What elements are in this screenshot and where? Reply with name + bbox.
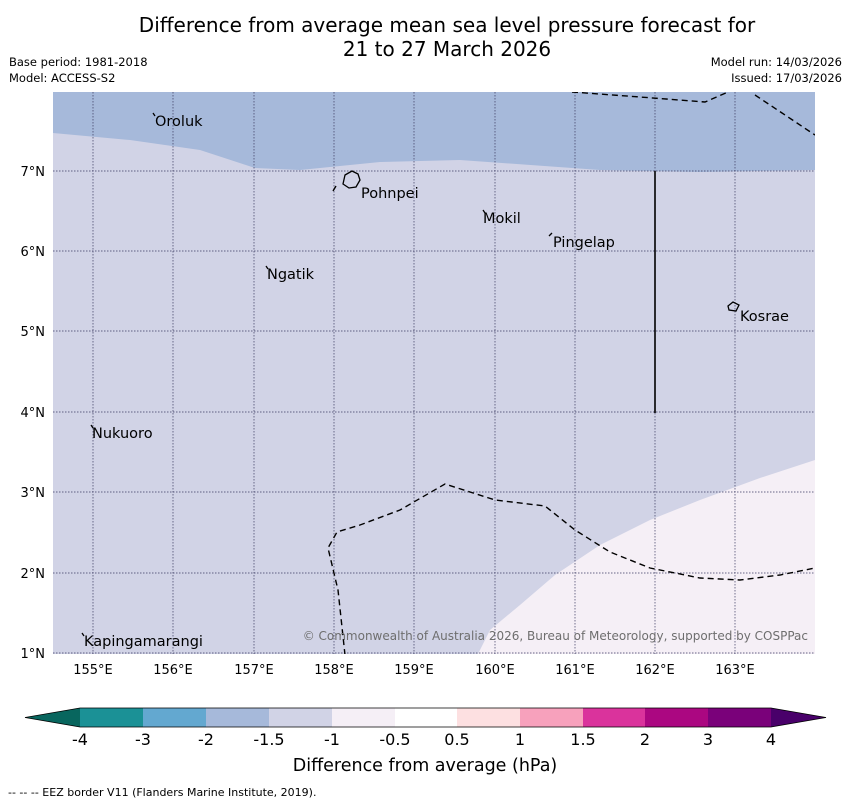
lon-tick-label: 156°E	[153, 663, 193, 678]
lon-tick-label: 157°E	[234, 663, 274, 678]
latitude-tick-labels: 7°N 6°N 5°N 4°N 3°N 2°N 1°N	[21, 165, 46, 662]
colorbar-segment	[332, 708, 395, 727]
graticule	[53, 92, 815, 654]
place-label: Nukuoro	[92, 426, 153, 442]
issued-label: Issued: 17/03/2026	[731, 71, 842, 85]
colorbar-segment	[143, 708, 206, 727]
kapingamarangi-marker	[81, 632, 85, 637]
lon-tick-label: 158°E	[314, 663, 354, 678]
place-label: Oroluk	[155, 114, 203, 130]
lon-tick-label: 163°E	[715, 663, 755, 678]
pohnpei-island-outline	[342, 170, 361, 189]
place-labels: Oroluk Pohnpei Mokil Pingelap Ngatik Kos…	[84, 114, 789, 650]
colorbar-segment	[645, 708, 708, 727]
eez-border-north	[571, 92, 730, 103]
map-title-line2: 21 to 27 March 2026	[342, 37, 552, 61]
lat-tick-label: 4°N	[21, 406, 46, 421]
colorbar-segment	[520, 708, 583, 727]
colorbar-label: -1	[324, 730, 340, 749]
colorbar-label: 4	[766, 730, 776, 749]
map-title-line1: Difference from average mean sea level p…	[138, 13, 756, 37]
colorbar-labels: -4 -3 -2 -1.5 -1 -0.5 0.5 1 1.5 2 3 4	[72, 730, 776, 749]
oroluk-marker	[152, 112, 156, 117]
eez-borders	[327, 92, 815, 654]
band-minus1	[478, 460, 815, 654]
colorbar	[24, 707, 827, 728]
colorbar-label: -0.5	[379, 730, 410, 749]
eez-border-northeast	[754, 94, 815, 136]
colorbar-title: Difference from average (hPa)	[292, 756, 558, 776]
place-label: Kosrae	[740, 309, 789, 325]
lat-tick-label: 5°N	[21, 325, 46, 340]
lat-tick-label: 7°N	[21, 165, 46, 180]
colorbar-segment	[269, 708, 332, 727]
colorbar-low-arrow	[25, 708, 80, 727]
colorbar-label: -1.5	[253, 730, 284, 749]
mokil-marker	[482, 209, 486, 214]
lon-tick-label: 155°E	[73, 663, 113, 678]
place-label: Pohnpei	[361, 186, 419, 202]
colorbar-high-arrow	[771, 708, 826, 727]
lat-tick-label: 6°N	[21, 245, 46, 260]
colorbar-label: -3	[135, 730, 151, 749]
colorbar-label: -4	[72, 730, 88, 749]
lon-tick-label: 162°E	[635, 663, 675, 678]
lat-tick-label: 3°N	[21, 486, 46, 501]
colorbar-label: 1.5	[570, 730, 595, 749]
lon-tick-label: 159°E	[394, 663, 434, 678]
ngatik-marker	[265, 265, 269, 270]
pressure-field	[53, 92, 815, 654]
longitude-tick-labels: 155°E 156°E 157°E 158°E 159°E 160°E 161°…	[73, 663, 755, 678]
colorbar-label: 0.5	[444, 730, 469, 749]
place-label: Mokil	[483, 211, 521, 227]
colorbar-segment	[583, 708, 645, 727]
base-period-label: Base period: 1981-2018	[9, 55, 148, 69]
colorbar-segment	[708, 708, 771, 727]
place-label: Kapingamarangi	[84, 634, 203, 650]
colorbar-label: 1	[515, 730, 525, 749]
islands	[81, 112, 740, 637]
lon-tick-label: 161°E	[555, 663, 595, 678]
band-minus2	[53, 92, 815, 172]
colorbar-label: 2	[640, 730, 650, 749]
lon-tick-label: 160°E	[475, 663, 515, 678]
colorbar-label: -2	[198, 730, 214, 749]
place-label: Ngatik	[267, 267, 315, 283]
lat-tick-label: 1°N	[21, 647, 46, 662]
lat-tick-label: 2°N	[21, 567, 46, 582]
model-run-label: Model run: 14/03/2026	[710, 55, 842, 69]
eez-border-note: -- -- -- EEZ border V11 (Flanders Marine…	[8, 786, 317, 799]
model-label: Model: ACCESS-S2	[9, 71, 116, 85]
kosrae-island-outline	[727, 301, 740, 312]
nukuoro-marker	[90, 424, 94, 429]
copyright-notice: © Commonwealth of Australia 2026, Bureau…	[303, 629, 808, 643]
eez-border-fragment	[332, 185, 337, 192]
colorbar-segment	[395, 708, 457, 727]
pingelap-marker	[548, 232, 553, 237]
colorbar-segment	[206, 708, 269, 727]
colorbar-label: 3	[703, 730, 713, 749]
colorbar-segment	[457, 708, 520, 727]
colorbar-segment	[80, 708, 143, 727]
place-label: Pingelap	[553, 235, 615, 251]
eez-border-south	[327, 483, 815, 654]
